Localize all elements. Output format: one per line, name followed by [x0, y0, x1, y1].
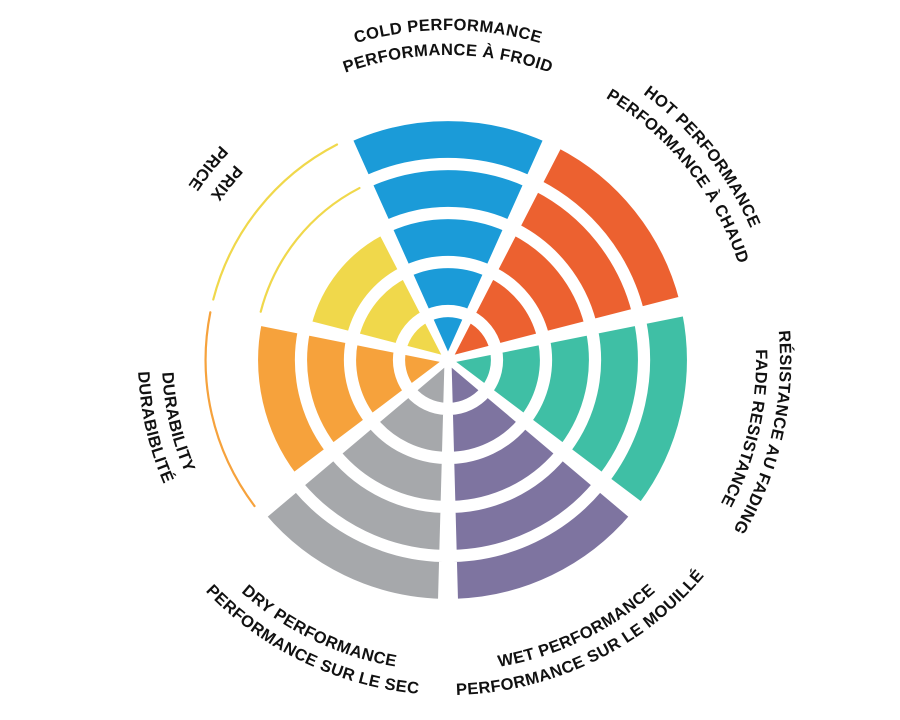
segment-fade-resistance[interactable]: [444, 308, 694, 510]
segment-wet-performance-ring-5[interactable]: [449, 484, 637, 606]
segment-wet-performance-ring-3[interactable]: [447, 421, 562, 508]
segment-dry-performance-ring-3[interactable]: [334, 421, 449, 508]
segment-wet-performance-ring-2[interactable]: [445, 389, 525, 459]
segment-cold-performance-ring-3[interactable]: [385, 212, 511, 272]
label-cold-performance-fr: PERFORMANCE À FROID: [341, 41, 555, 77]
segments-layer: [251, 114, 694, 606]
segment-hot-performance-ring-5[interactable]: [535, 141, 687, 314]
segment-price-empty-ring-4: [259, 186, 361, 313]
segment-wet-performance-ring-4[interactable]: [448, 452, 600, 557]
segment-price-ring-3[interactable]: [304, 228, 406, 339]
segment-dry-performance[interactable]: [259, 356, 452, 606]
segment-fade-resistance-ring-3[interactable]: [524, 328, 596, 451]
segment-durability-ring-3[interactable]: [300, 328, 372, 451]
segment-cold-performance-ring-4[interactable]: [365, 163, 531, 227]
segment-price-empty-ring-5: [212, 143, 339, 301]
segment-durability-ring-2[interactable]: [349, 337, 411, 421]
segment-wet-performance[interactable]: [444, 356, 637, 606]
segment-price-ring-2[interactable]: [352, 271, 428, 351]
segment-durability[interactable]: [251, 318, 452, 481]
segment-cold-performance[interactable]: [345, 114, 551, 364]
segment-price-ring-1[interactable]: [399, 315, 452, 364]
unfilled-ring-guides-layer: [204, 143, 361, 508]
segment-cold-performance-ring-2[interactable]: [405, 261, 491, 317]
segment-dry-performance-ring-4[interactable]: [296, 452, 448, 557]
segment-durability-ring-4[interactable]: [251, 318, 333, 481]
segment-fade-resistance-ring-2[interactable]: [485, 337, 547, 421]
segment-dry-performance-ring-2[interactable]: [371, 389, 451, 459]
segment-fade-resistance-ring-4[interactable]: [563, 318, 645, 481]
segment-cold-performance-ring-5[interactable]: [345, 114, 551, 183]
segment-hot-performance-ring-2[interactable]: [468, 271, 544, 351]
segment-dry-performance-ring-5[interactable]: [259, 484, 447, 606]
segment-price[interactable]: [304, 228, 452, 364]
segment-hot-performance-ring-4[interactable]: [512, 184, 639, 327]
segment-durability-empty-ring-5: [204, 311, 256, 508]
segment-fade-resistance-ring-5[interactable]: [603, 308, 694, 510]
label-hot-performance-en: HOT PERFORMANCE: [641, 83, 764, 231]
segment-hot-performance-ring-3[interactable]: [490, 228, 592, 339]
